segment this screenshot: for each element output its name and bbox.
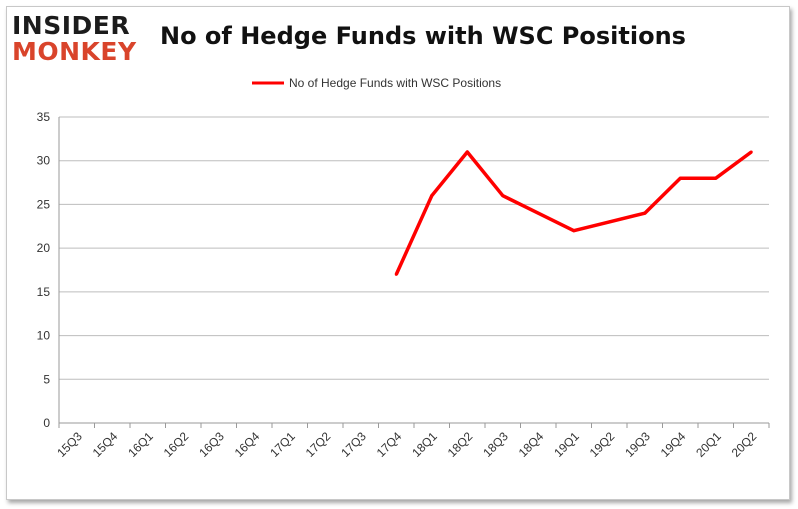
x-tick-label: 17Q3 <box>338 429 369 460</box>
data-point <box>749 150 753 154</box>
data-point <box>536 211 540 215</box>
x-tick-label: 18Q2 <box>445 429 476 460</box>
y-tick-label: 0 <box>43 416 50 430</box>
x-tick-label: 15Q3 <box>54 429 85 460</box>
x-tick-label: 17Q2 <box>303 429 334 460</box>
x-tick-label: 19Q4 <box>658 429 689 460</box>
data-point <box>394 272 398 276</box>
y-tick-label: 20 <box>37 241 51 255</box>
legend-label: No of Hedge Funds with WSC Positions <box>289 76 501 90</box>
chart-title: No of Hedge Funds with WSC Positions <box>160 22 686 50</box>
data-point <box>430 194 434 198</box>
x-tick-label: 18Q4 <box>516 429 547 460</box>
data-point <box>714 176 718 180</box>
chart-frame <box>6 6 790 500</box>
x-tick-label: 19Q3 <box>622 429 653 460</box>
x-tick-label: 16Q2 <box>161 429 192 460</box>
x-tick-label: 16Q1 <box>125 429 156 460</box>
logo-text-bottom: MONKEY <box>12 37 137 66</box>
legend: No of Hedge Funds with WSC Positions <box>252 76 501 90</box>
logo-text-top: INSIDER <box>12 11 131 40</box>
x-tick-label: 19Q1 <box>551 429 582 460</box>
data-point <box>643 211 647 215</box>
axes <box>58 117 770 428</box>
x-tick-label: 20Q1 <box>693 429 724 460</box>
y-tick-label: 10 <box>37 329 51 343</box>
series-lines <box>394 150 753 276</box>
x-axis-ticks: 15Q3 15Q4 16Q1 16Q2 16Q3 16Q4 17Q1 17Q2 17Q3 17Q4… <box>54 429 759 460</box>
x-tick-label: 18Q1 <box>409 429 440 460</box>
y-axis-ticks: 0 5 10 15 20 25 30 35 <box>37 110 51 430</box>
x-tick-label: 16Q4 <box>232 429 263 460</box>
y-tick-label: 30 <box>37 154 51 168</box>
series-line <box>394 150 753 276</box>
insider-monkey-logo: INSIDER MONKEY <box>12 12 147 68</box>
data-point <box>678 176 682 180</box>
x-tick-label: 19Q2 <box>587 429 618 460</box>
x-tick-label: 17Q1 <box>267 429 298 460</box>
data-point <box>465 150 469 154</box>
x-tick-label: 18Q3 <box>480 429 511 460</box>
y-tick-label: 35 <box>37 110 51 124</box>
y-tick-label: 15 <box>37 285 51 299</box>
x-tick-label: 20Q2 <box>729 429 760 460</box>
data-point <box>572 229 576 233</box>
x-tick-label: 16Q3 <box>196 429 227 460</box>
data-point <box>607 220 611 224</box>
x-tick-label: 15Q4 <box>90 429 121 460</box>
y-tick-label: 25 <box>37 197 51 211</box>
x-tick-label: 17Q4 <box>374 429 405 460</box>
gridlines <box>59 116 769 380</box>
data-point <box>501 194 505 198</box>
y-tick-label: 5 <box>43 372 50 386</box>
